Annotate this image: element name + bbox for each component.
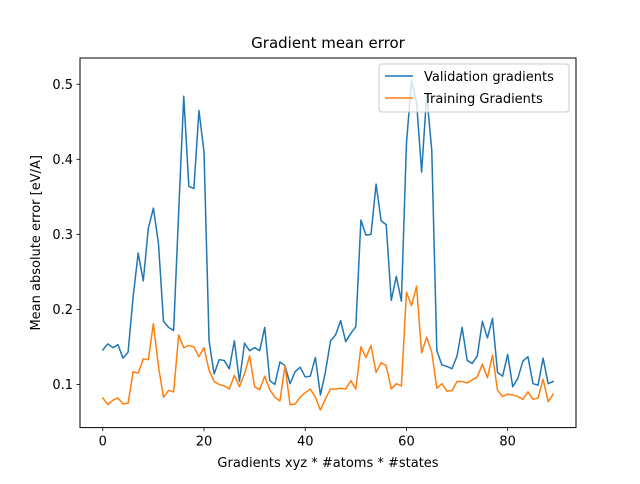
x-axis-label: Gradients xyz * #atoms * #states <box>217 456 438 471</box>
x-tick-label: 60 <box>398 435 415 450</box>
y-tick-label: 0.2 <box>52 303 73 318</box>
y-tick-label: 0.1 <box>52 378 73 393</box>
legend-label-validation: Validation gradients <box>424 70 554 85</box>
x-tick-label: 40 <box>297 435 314 450</box>
y-tick-label: 0.5 <box>52 78 73 93</box>
y-axis: 0.1 0.2 0.3 0.4 0.5 <box>52 78 80 393</box>
y-axis-label: Mean absolute error [eV/A] <box>29 155 44 330</box>
legend: Validation gradients Training Gradients <box>378 63 570 113</box>
series-line-0 <box>101 79 555 396</box>
legend-label-training: Training Gradients <box>423 92 543 107</box>
plot-frame <box>79 57 577 429</box>
chart-title: Gradient mean error <box>251 34 406 52</box>
x-tick-label: 0 <box>99 435 107 450</box>
series-line-1 <box>101 285 555 411</box>
legend-box <box>378 63 570 113</box>
plot-lines <box>101 79 555 411</box>
y-tick-label: 0.4 <box>52 153 73 168</box>
y-tick-label: 0.3 <box>52 228 73 243</box>
x-axis: 0 20 40 60 80 <box>99 427 516 450</box>
x-tick-label: 80 <box>499 435 516 450</box>
x-tick-label: 20 <box>196 435 213 450</box>
